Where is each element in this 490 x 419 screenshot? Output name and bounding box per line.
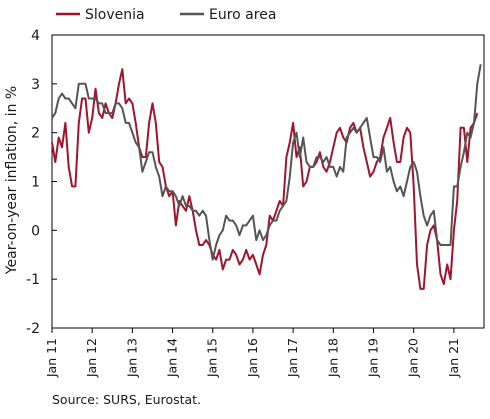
source-note: Source: SURS, Eurostat. xyxy=(52,392,201,407)
y-tick-label: 3 xyxy=(31,77,40,93)
series-line-slovenia xyxy=(51,68,479,290)
x-tick-label: Jan 13 xyxy=(124,338,139,378)
y-tick-label: 1 xyxy=(31,175,40,191)
x-tick-label: Jan 15 xyxy=(205,338,220,378)
y-tick-label: -1 xyxy=(26,272,40,288)
x-tick-label: Jan 20 xyxy=(406,338,421,378)
y-tick-label: 4 xyxy=(31,28,40,44)
x-tick-label: Jan 14 xyxy=(165,338,180,378)
y-axis-title: Year-on-year inflation, in % xyxy=(4,86,20,275)
x-tick-label: Jan 19 xyxy=(365,338,380,378)
series-line-euro-area xyxy=(51,64,482,261)
x-tick-label: Jan 16 xyxy=(245,338,260,378)
x-tick-label: Jan 12 xyxy=(84,338,99,378)
x-tick-label: Jan 11 xyxy=(44,338,59,378)
y-tick-label: -2 xyxy=(26,321,40,337)
x-tick-label: Jan 21 xyxy=(446,338,461,378)
x-tick-label: Jan 17 xyxy=(285,338,300,378)
y-tick-label: 0 xyxy=(31,223,40,239)
legend-label-euro-area: Euro area xyxy=(209,7,276,23)
legend-label-slovenia: Slovenia xyxy=(85,7,145,23)
x-tick-label: Jan 18 xyxy=(325,338,340,378)
y-tick-label: 2 xyxy=(31,126,40,142)
